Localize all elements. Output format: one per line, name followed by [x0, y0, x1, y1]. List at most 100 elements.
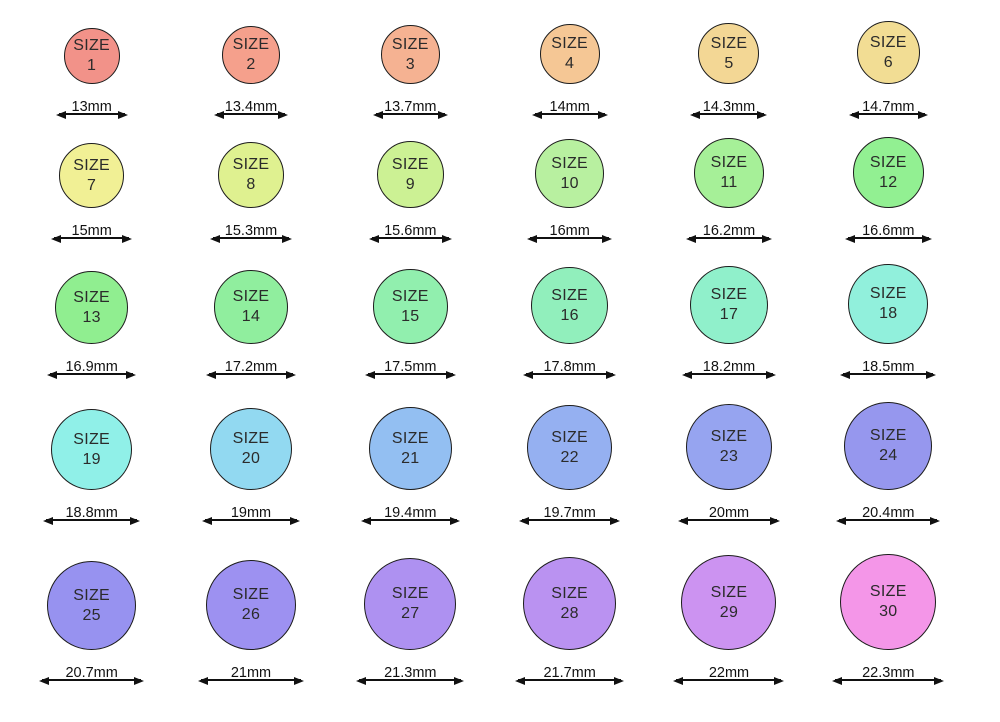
- measure-line: [42, 679, 142, 681]
- diameter-measure: 15mm: [51, 220, 133, 244]
- ring-size-cell: SIZE 26 21mm: [171, 532, 330, 692]
- size-number: 9: [405, 175, 415, 193]
- size-circle: SIZE 30: [840, 554, 937, 650]
- ring-size-cell: SIZE 4 14mm: [490, 16, 649, 126]
- diameter-label: 18.2mm: [702, 358, 756, 375]
- right-arrowhead-icon: [757, 110, 768, 119]
- measure-line: [200, 679, 301, 681]
- size-number: 14: [241, 308, 261, 325]
- size-number: 12: [879, 173, 898, 191]
- ring-size-cell: SIZE 10 16mm: [490, 126, 649, 250]
- right-arrowhead-icon: [765, 370, 776, 379]
- size-circle: SIZE 5: [698, 23, 760, 84]
- size-circle: SIZE 28: [523, 557, 617, 650]
- size-circle-label: SIZE: [232, 288, 270, 306]
- size-circle: SIZE 4: [539, 24, 600, 84]
- right-arrowhead-icon: [289, 516, 300, 525]
- diameter-label: 20.7mm: [65, 664, 118, 681]
- measure-line: [359, 679, 462, 681]
- right-arrowhead-icon: [917, 110, 928, 119]
- size-circle: SIZE 26: [205, 560, 296, 650]
- diameter-measure: 18.2mm: [681, 356, 776, 380]
- diameter-measure: 16.6mm: [844, 220, 932, 244]
- size-number: 16: [560, 306, 579, 324]
- diameter-measure: 20mm: [677, 502, 780, 526]
- diameter-label: 16.9mm: [65, 358, 118, 375]
- diameter-measure: 17.8mm: [523, 356, 617, 380]
- size-circle: SIZE 10: [535, 139, 605, 208]
- diameter-measure: 14.3mm: [690, 96, 768, 120]
- size-number: 4: [565, 55, 575, 72]
- diameter-label: 20.4mm: [862, 504, 915, 521]
- ring-size-cell: SIZE 6 14.7mm: [809, 16, 968, 126]
- size-circle: SIZE 7: [59, 143, 125, 208]
- size-circle-label: SIZE: [710, 34, 748, 52]
- size-circle: SIZE 29: [681, 555, 777, 650]
- diameter-label: 16.6mm: [862, 222, 915, 239]
- measure-line: [839, 519, 938, 521]
- size-circle-label: SIZE: [869, 583, 907, 601]
- left-arrowhead-icon: [51, 234, 62, 243]
- left-arrowhead-icon: [844, 234, 855, 243]
- right-arrowhead-icon: [610, 516, 621, 525]
- right-arrowhead-icon: [277, 110, 288, 119]
- size-number: 10: [560, 174, 579, 192]
- size-circle: SIZE 1: [63, 28, 120, 84]
- right-arrowhead-icon: [122, 234, 133, 243]
- size-number: 6: [883, 53, 893, 71]
- left-arrowhead-icon: [840, 370, 851, 379]
- diameter-label: 14.7mm: [862, 98, 915, 115]
- size-circle: SIZE 8: [217, 142, 284, 208]
- measure-line: [534, 113, 605, 115]
- size-circle: SIZE 12: [852, 137, 924, 208]
- size-circle: SIZE 3: [380, 25, 440, 84]
- ring-size-cell: SIZE 1 13mm: [12, 16, 171, 126]
- size-circle-label: SIZE: [710, 154, 748, 172]
- right-arrowhead-icon: [606, 370, 617, 379]
- diameter-label: 13mm: [71, 98, 112, 115]
- size-circle-label: SIZE: [869, 153, 907, 171]
- diameter-label: 13.7mm: [384, 98, 437, 115]
- ring-size-cell: SIZE 27 21.3mm: [331, 532, 490, 692]
- left-arrowhead-icon: [47, 370, 58, 379]
- diameter-measure: 19.4mm: [360, 502, 460, 526]
- diameter-label: 21.7mm: [543, 664, 596, 681]
- size-circle-label: SIZE: [869, 33, 907, 51]
- size-circle: SIZE 17: [689, 266, 768, 344]
- right-arrowhead-icon: [614, 676, 625, 685]
- size-circle-label: SIZE: [391, 35, 429, 53]
- measure-line: [522, 519, 618, 521]
- diameter-measure: 17.2mm: [205, 356, 296, 380]
- right-arrowhead-icon: [437, 110, 448, 119]
- diameter-measure: 13mm: [55, 96, 128, 120]
- size-circle-label: SIZE: [232, 586, 270, 604]
- right-arrowhead-icon: [930, 516, 941, 525]
- left-arrowhead-icon: [372, 110, 383, 119]
- size-number: 19: [82, 450, 101, 468]
- diameter-measure: 15.3mm: [209, 220, 292, 244]
- measure-line: [530, 237, 610, 239]
- measure-line: [847, 237, 929, 239]
- size-number: 23: [719, 448, 739, 465]
- size-number: 5: [724, 54, 734, 72]
- size-circle: SIZE 13: [55, 271, 129, 344]
- size-circle: SIZE 24: [844, 402, 933, 490]
- ring-size-cell: SIZE 19 18.8mm: [12, 386, 171, 532]
- left-arrowhead-icon: [690, 110, 701, 119]
- diameter-label: 15.6mm: [384, 222, 437, 239]
- left-arrowhead-icon: [836, 516, 847, 525]
- right-arrowhead-icon: [449, 516, 460, 525]
- left-arrowhead-icon: [527, 234, 538, 243]
- size-number: 11: [720, 174, 738, 191]
- ring-size-cell: SIZE 12 16.6mm: [809, 126, 968, 250]
- size-circle-label: SIZE: [710, 583, 748, 601]
- measure-line: [688, 237, 769, 239]
- measure-line: [371, 237, 449, 239]
- diameter-label: 14.3mm: [702, 98, 756, 115]
- ring-size-cell: SIZE 23 20mm: [649, 386, 808, 532]
- size-number: 25: [82, 606, 101, 624]
- left-arrowhead-icon: [205, 370, 216, 379]
- diameter-label: 17.8mm: [543, 358, 596, 375]
- diameter-label: 15mm: [71, 222, 112, 239]
